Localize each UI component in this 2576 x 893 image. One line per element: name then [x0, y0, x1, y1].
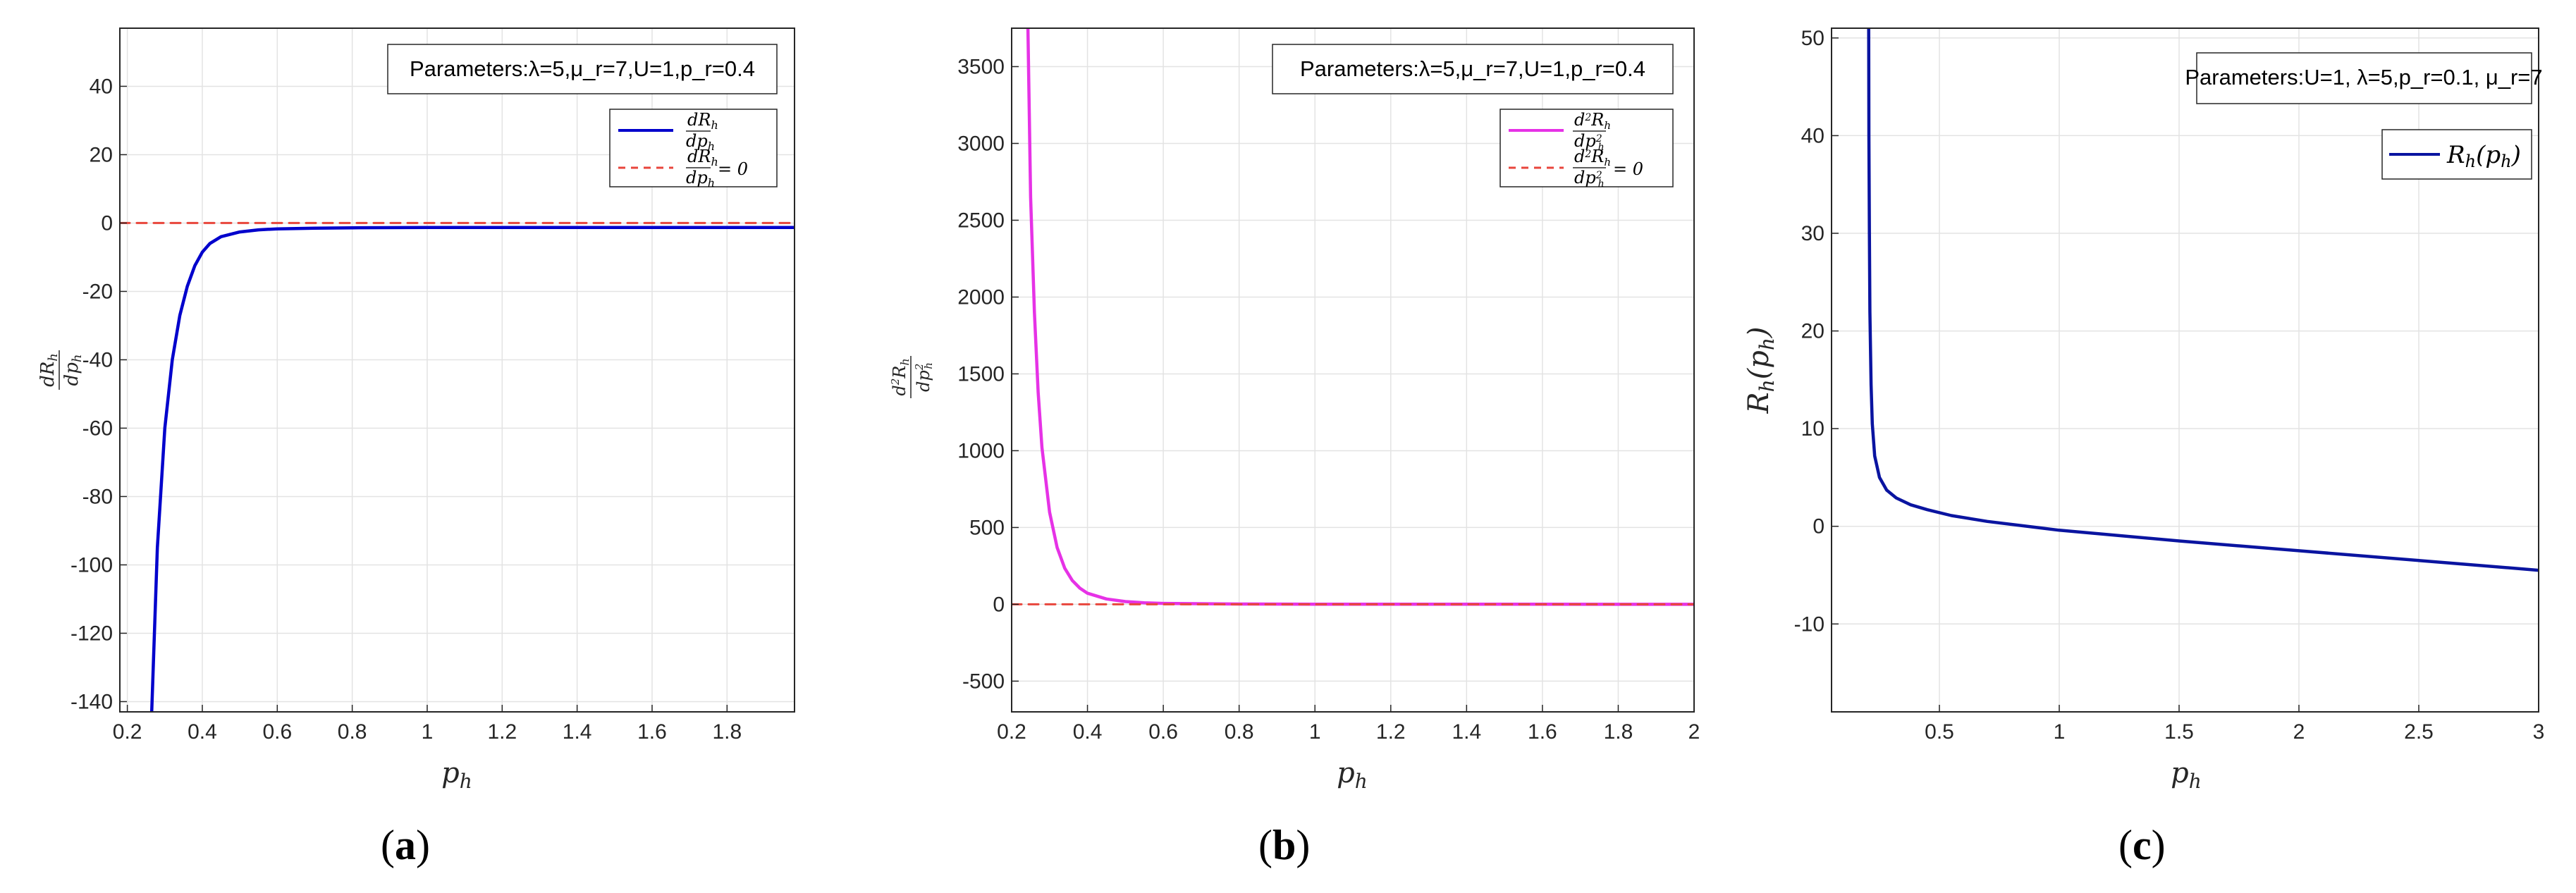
y-axis-label-c: Rh(ph) — [1743, 326, 1779, 414]
ticks-c: 0.5 1 1.5 2 2.5 3 -10 0 10 20 30 40 50 — [1794, 27, 2545, 744]
x-tick-label: 0.6 — [1148, 720, 1178, 744]
series-c — [1867, 28, 2539, 572]
y-tick-label: -80 — [82, 485, 113, 508]
params-text-c: Parameters:U=1, λ=5,p_r=0.1, μ_r=7 — [2185, 65, 2542, 90]
panel-label-c: (c) — [2118, 822, 2166, 868]
axes-frame-a — [119, 27, 795, 713]
svg-text:dRh: dRh — [687, 147, 718, 168]
y-tick-label: 2000 — [957, 285, 1005, 309]
y-tick-label: 30 — [1801, 222, 1824, 245]
svg-text:dp2h: dp2h — [913, 362, 935, 392]
series-a — [120, 221, 795, 712]
x-tick-label: 1 — [422, 720, 434, 744]
x-tick-label: 1.8 — [1604, 720, 1633, 744]
series-b — [1012, 28, 1694, 606]
series-line-c-0 — [1867, 28, 2539, 572]
panel-label-a: (a) — [381, 822, 430, 868]
y-tick-label: 500 — [969, 516, 1005, 539]
y-tick-label: 40 — [90, 75, 113, 98]
x-tick-label: 3 — [2533, 720, 2545, 744]
chart-b: 0.2 0.4 0.6 0.8 1 1.2 1.4 1.6 1.8 2 -500 0 500 1000 15… — [889, 27, 1700, 793]
x-tick-label: 1 — [2054, 720, 2066, 744]
x-tick-label: 0.8 — [1225, 720, 1254, 744]
x-tick-label: 1.4 — [563, 720, 592, 744]
y-tick-label: 10 — [1801, 417, 1824, 441]
svg-text:dp2h: dp2h — [1574, 168, 1605, 190]
y-tick-label: 1500 — [957, 362, 1005, 386]
legend-b: d2Rh dp2 h d2Rh dp2 h = 0 — [1499, 109, 1674, 190]
svg-text:= 0: = 0 — [718, 159, 748, 179]
y-tick-label: 3500 — [957, 55, 1005, 78]
y-tick-label: -40 — [82, 348, 113, 371]
chart-a: 0.2 0.4 0.6 0.8 1 1.2 1.4 1.6 1.8 -140 -120 -100 -80… — [37, 27, 795, 793]
axes-frame-b — [1011, 27, 1695, 713]
svg-text:dp2h: dp2h — [1574, 131, 1605, 153]
svg-text:= 0: = 0 — [1613, 159, 1643, 179]
x-tick-label: 1.2 — [487, 720, 517, 744]
y-axis-label-b: d2Rh dp2h — [889, 356, 935, 398]
y-tick-label: 3000 — [957, 132, 1005, 155]
svg-text:dRh: dRh — [37, 353, 61, 387]
svg-text:Rh(ph): Rh(ph) — [2446, 141, 2521, 171]
grid-a — [120, 28, 795, 712]
x-tick-label: 2 — [2293, 720, 2305, 744]
y-tick-label: 20 — [90, 143, 113, 166]
params-text-a: Parameters:λ=5,μ_r=7,U=1,p_r=0.4 — [410, 56, 755, 81]
ticks-b: 0.2 0.4 0.6 0.8 1 1.2 1.4 1.6 1.8 2 -500 0 500 1000 15… — [957, 55, 1700, 744]
params-box-a — [387, 44, 778, 94]
y-tick-label: -100 — [70, 553, 113, 577]
y-tick-label: -140 — [70, 690, 113, 713]
panel-label-b: (b) — [1258, 822, 1311, 868]
legend-a: dRh dph dRh dph = 0 — [609, 109, 778, 190]
x-axis-label-c: ph — [2171, 757, 2202, 793]
axes-frame-c — [1831, 27, 2539, 713]
params-box-c — [2196, 52, 2532, 104]
params-box-b — [1272, 44, 1674, 94]
x-axis-label-a: ph — [441, 757, 472, 793]
y-axis-label-a: dRh dph — [37, 350, 85, 390]
x-tick-label: 0.4 — [188, 720, 217, 744]
x-tick-label: 2 — [1688, 720, 1700, 744]
params-text-b: Parameters:λ=5,μ_r=7,U=1,p_r=0.4 — [1300, 56, 1645, 81]
x-tick-label: 2.5 — [2404, 720, 2434, 744]
x-axis-label-b: ph — [1337, 757, 1368, 793]
y-tick-label: 50 — [1801, 27, 1824, 50]
y-tick-label: 2500 — [957, 209, 1005, 232]
legend-c: Rh(ph) — [2381, 129, 2532, 180]
x-tick-label: 0.2 — [113, 720, 142, 744]
x-tick-label: 0.5 — [1925, 720, 1954, 744]
y-tick-label: 20 — [1801, 320, 1824, 343]
y-tick-label: 0 — [1813, 515, 1824, 538]
y-tick-label: -60 — [82, 417, 113, 440]
ticks-a: 0.2 0.4 0.6 0.8 1 1.2 1.4 1.6 1.8 -140 -120 -100 -80… — [70, 75, 742, 744]
chart-c: 0.5 1 1.5 2 2.5 3 -10 0 10 20 30 40 50 ph Rh(ph) Par… — [1743, 27, 2545, 793]
svg-text:d2Rh: d2Rh — [889, 358, 912, 395]
x-tick-label: 1.8 — [712, 720, 742, 744]
x-tick-label: 1 — [1309, 720, 1321, 744]
x-tick-label: 1.5 — [2164, 720, 2194, 744]
series-line-a-0 — [149, 226, 795, 712]
x-tick-label: 1.6 — [1528, 720, 1557, 744]
y-tick-label: 40 — [1801, 124, 1824, 147]
x-tick-label: 0.6 — [262, 720, 292, 744]
y-tick-label: 0 — [993, 593, 1005, 616]
y-tick-label: -120 — [70, 622, 113, 645]
y-tick-label: -500 — [962, 670, 1005, 693]
x-tick-label: 1.2 — [1376, 720, 1406, 744]
svg-text:dph: dph — [61, 355, 85, 386]
x-tick-label: 1.6 — [637, 720, 667, 744]
y-tick-label: 1000 — [957, 439, 1005, 462]
x-tick-label: 1.4 — [1452, 720, 1481, 744]
x-tick-label: 0.4 — [1073, 720, 1103, 744]
y-tick-label: 0 — [101, 211, 113, 235]
y-tick-label: -20 — [82, 280, 113, 303]
x-tick-label: 0.2 — [997, 720, 1026, 744]
y-tick-label: -10 — [1794, 612, 1824, 636]
x-tick-label: 0.8 — [338, 720, 367, 744]
